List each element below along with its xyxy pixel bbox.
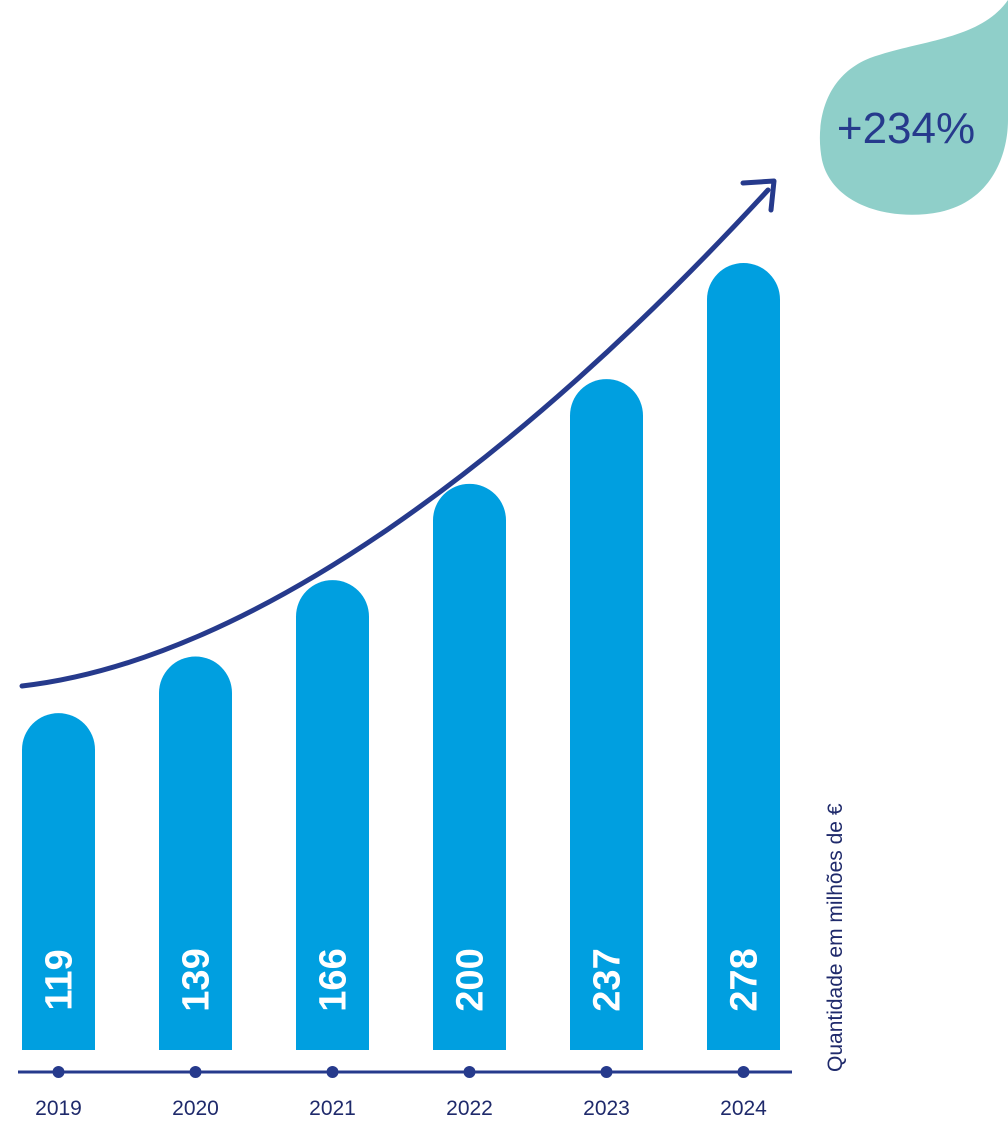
x-tick-label: 2020 xyxy=(172,1097,219,1120)
bar-2021 xyxy=(296,580,369,1050)
x-tick-label: 2021 xyxy=(309,1097,356,1120)
bars-group: 119 139 166 200 237 278 xyxy=(22,263,780,1050)
x-tick-label: 2023 xyxy=(583,1097,630,1120)
bar-value-label: 139 xyxy=(176,948,218,1011)
axis-dot xyxy=(463,1066,476,1078)
growth-percentage: +234% xyxy=(837,104,975,153)
bar-2024 xyxy=(707,263,780,1050)
x-tick-label: 2019 xyxy=(35,1097,82,1120)
trend-arrow xyxy=(19,187,771,689)
x-axis-dots xyxy=(52,1066,750,1078)
x-tick-labels: 2019 2020 2021 2022 2023 2024 xyxy=(35,1097,767,1120)
bar-value-label: 278 xyxy=(724,948,766,1011)
axis-dot xyxy=(52,1066,65,1078)
trend-arrowhead-icon xyxy=(740,178,777,213)
bar-2020 xyxy=(159,656,232,1050)
axis-dot xyxy=(189,1066,202,1078)
axis-dot xyxy=(600,1066,613,1078)
bar-2023 xyxy=(570,379,643,1050)
growth-badge-leaf-icon xyxy=(819,0,1008,215)
y-axis-label: Quantidade em milhões de € xyxy=(824,803,847,1072)
bar-value-label: 166 xyxy=(313,948,355,1011)
bar-value-label: 200 xyxy=(450,948,492,1011)
bar-value-label: 237 xyxy=(587,948,629,1011)
x-tick-label: 2024 xyxy=(720,1097,767,1120)
bar-value-label: 119 xyxy=(39,949,81,1010)
x-tick-label: 2022 xyxy=(446,1097,493,1120)
bar-2022 xyxy=(433,483,506,1050)
axis-dot xyxy=(737,1066,750,1078)
axis-dot xyxy=(326,1066,339,1078)
bar-2019 xyxy=(22,713,95,1050)
